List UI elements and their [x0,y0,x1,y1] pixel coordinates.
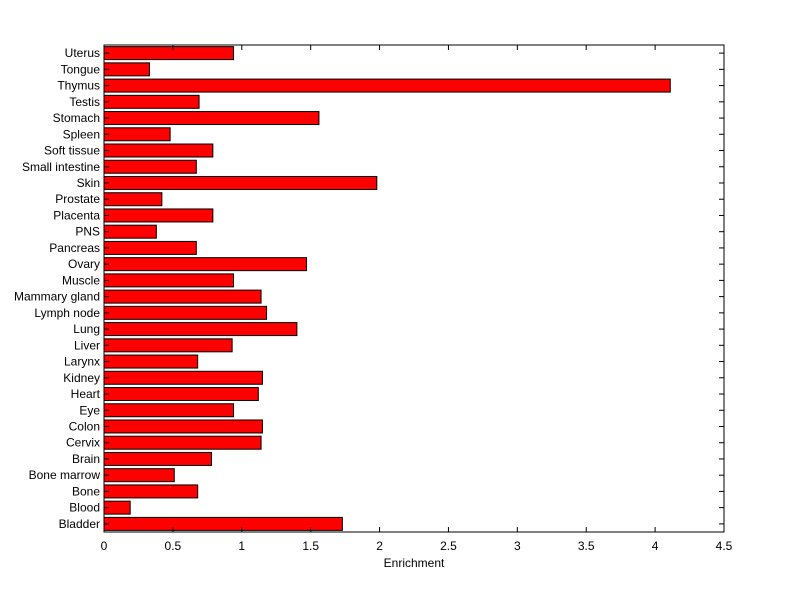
y-tick-label: Liver [74,338,100,352]
y-axis-ticks: Bladder Blood Bone Bone marrow Brain Cervix Co… [14,46,724,531]
y-tick-label: Eye [79,403,100,417]
y-tick-label: Mammary gland [14,290,100,304]
bar-tongue [103,62,150,77]
x-tick-label: 4 [652,539,659,553]
bar-pancreas [103,240,197,255]
bar-pns [103,224,157,239]
bar-muscle [103,273,235,288]
plot-frame [103,44,725,533]
x-tick-label: 0 [101,539,108,553]
y-tick-label: Thymus [57,79,100,93]
x-tick-label: 2 [376,539,383,553]
bar-eye [103,403,235,418]
y-tick-label: Pancreas [49,241,100,255]
y-tick-label: Muscle [62,273,100,287]
bar-soft-tissue [103,143,214,158]
y-tick-label: Blood [69,501,100,515]
y-tick-label: Colon [69,419,100,433]
bar-larynx [103,354,199,369]
y-tick-label: PNS [75,225,100,239]
y-tick-label: Brain [72,452,100,466]
y-tick-label: Cervix [66,436,100,450]
y-tick-label: Lung [73,322,100,336]
y-tick-label: Testis [69,95,100,109]
y-tick-label: Skin [77,176,100,190]
bar-ovary [103,257,308,272]
x-tick-label: 4.5 [716,539,733,553]
bar-thymus [103,78,671,93]
y-tick-label: Kidney [63,371,100,385]
bar-skin [103,175,378,190]
y-tick-label: Prostate [55,192,100,206]
y-tick-label: Lymph node [34,306,100,320]
y-tick-label: Ovary [68,257,100,271]
bar-liver [103,338,233,353]
bar-lymph-node [103,305,268,320]
y-tick-label: Bone marrow [29,468,101,482]
bar-uterus [103,46,235,61]
y-tick-label: Tongue [61,62,101,76]
bar-small-intestine [103,159,197,174]
x-tick-label: 3.5 [578,539,595,553]
bar-spleen [103,127,171,142]
bar-brain [103,451,212,466]
y-tick-label: Placenta [53,208,100,222]
x-tick-label: 1.5 [302,539,319,553]
x-tick-label: 0.5 [165,539,182,553]
y-tick-label: Soft tissue [44,144,100,158]
bar-heart [103,387,259,402]
bar-prostate [103,192,163,207]
plot-area [104,45,724,532]
bar-bone-marrow [103,468,175,483]
y-tick-label: Uterus [65,46,100,60]
x-tick-label: 2.5 [440,539,457,553]
bar-testis [103,94,200,109]
bar-cervix [103,435,262,450]
x-axis-label: Enrichment [384,556,445,570]
y-tick-label: Bladder [59,517,100,531]
y-tick-label: Small intestine [22,160,100,174]
y-tick-label: Larynx [64,355,100,369]
bar-placenta [103,208,214,223]
y-tick-label: Bone [72,484,100,498]
bar-mammary-gland [103,289,262,304]
x-axis-ticks: 0 0.5 1 1.5 2 2.5 3 3.5 4 4.5 [101,45,733,553]
y-tick-label: Heart [71,387,101,401]
y-tick-label: Spleen [63,127,100,141]
bar-kidney [103,370,263,385]
x-tick-label: 1 [238,539,245,553]
bar-colon [103,419,263,434]
bar-lung [103,322,298,337]
y-tick-label: Stomach [53,111,100,125]
bar-bladder [103,516,343,531]
bar-bone [103,484,199,499]
x-tick-label: 3 [514,539,521,553]
bar-stomach [103,111,320,126]
